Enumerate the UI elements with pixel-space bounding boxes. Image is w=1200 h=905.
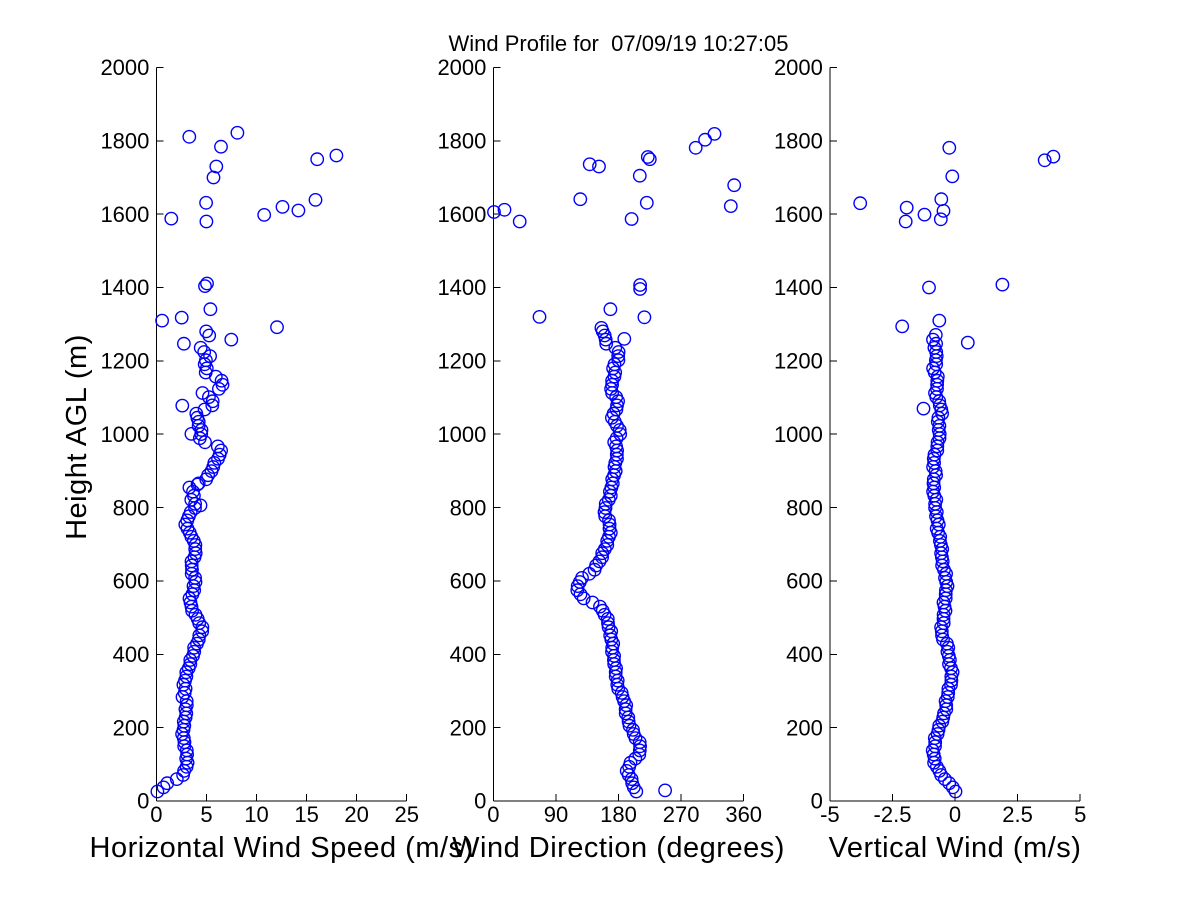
svg-text:2000: 2000	[774, 55, 823, 80]
svg-text:2.5: 2.5	[1002, 802, 1033, 827]
svg-text:1600: 1600	[437, 202, 486, 227]
svg-text:0: 0	[949, 802, 961, 827]
svg-text:0: 0	[487, 802, 499, 827]
svg-text:200: 200	[786, 715, 823, 740]
svg-text:200: 200	[113, 715, 150, 740]
svg-text:Vertical Wind (m/s): Vertical Wind (m/s)	[829, 832, 1082, 864]
svg-text:0: 0	[150, 802, 162, 827]
svg-text:800: 800	[786, 495, 823, 520]
svg-text:1200: 1200	[437, 349, 486, 374]
svg-text:10: 10	[244, 802, 268, 827]
svg-text:-2.5: -2.5	[874, 802, 912, 827]
svg-text:1800: 1800	[437, 129, 486, 154]
svg-text:1400: 1400	[437, 275, 486, 300]
svg-text:1600: 1600	[100, 202, 149, 227]
svg-text:1800: 1800	[100, 129, 149, 154]
svg-text:1000: 1000	[774, 422, 823, 447]
svg-text:15: 15	[294, 802, 318, 827]
svg-text:180: 180	[600, 802, 637, 827]
svg-text:0: 0	[137, 789, 149, 814]
svg-text:2000: 2000	[437, 55, 486, 80]
svg-text:800: 800	[450, 495, 487, 520]
svg-text:400: 400	[113, 642, 150, 667]
svg-text:1200: 1200	[774, 349, 823, 374]
svg-text:600: 600	[786, 569, 823, 594]
svg-text:1000: 1000	[100, 422, 149, 447]
svg-text:200: 200	[450, 715, 487, 740]
svg-text:Horizontal Wind Speed (m/s): Horizontal Wind Speed (m/s)	[90, 832, 474, 864]
svg-text:1000: 1000	[437, 422, 486, 447]
svg-text:1800: 1800	[774, 129, 823, 154]
svg-text:25: 25	[394, 802, 418, 827]
svg-text:1200: 1200	[100, 349, 149, 374]
svg-text:400: 400	[786, 642, 823, 667]
svg-text:1400: 1400	[774, 275, 823, 300]
svg-text:800: 800	[113, 495, 150, 520]
svg-text:Wind Direction (degrees): Wind Direction (degrees)	[452, 832, 785, 864]
svg-text:270: 270	[663, 802, 700, 827]
svg-text:0: 0	[811, 789, 823, 814]
svg-text:20: 20	[344, 802, 368, 827]
svg-text:1600: 1600	[774, 202, 823, 227]
svg-text:1400: 1400	[100, 275, 149, 300]
svg-text:5: 5	[1074, 802, 1086, 827]
svg-text:2000: 2000	[100, 55, 149, 80]
svg-text:5: 5	[200, 802, 212, 827]
svg-text:0: 0	[474, 789, 486, 814]
svg-text:600: 600	[450, 569, 487, 594]
svg-text:Wind Profile for 07/09/19 10:: Wind Profile for 07/09/19 10:27:05	[449, 31, 789, 56]
svg-text:Height AGL (m): Height AGL (m)	[61, 334, 93, 540]
svg-text:90: 90	[544, 802, 568, 827]
svg-text:400: 400	[450, 642, 487, 667]
svg-text:-5: -5	[820, 802, 840, 827]
svg-text:600: 600	[113, 569, 150, 594]
svg-text:360: 360	[725, 802, 762, 827]
